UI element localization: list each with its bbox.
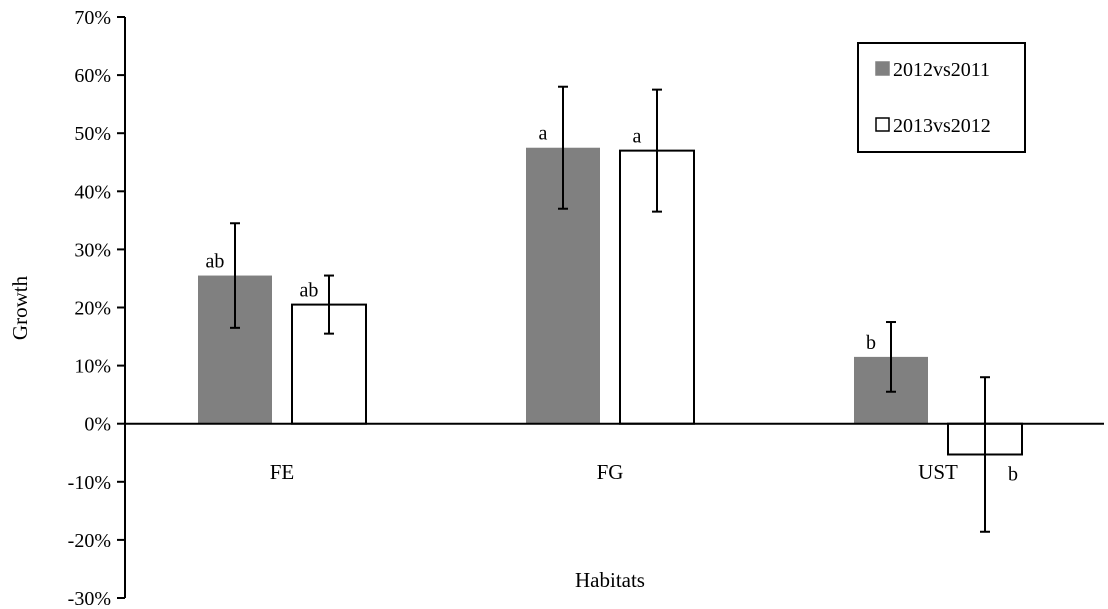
significance-label: ab xyxy=(300,280,319,302)
category-label-UST: UST xyxy=(918,460,958,484)
legend-swatch-2013vs2012 xyxy=(875,117,890,132)
y-tick-label: 10% xyxy=(74,356,111,378)
error-bars-layer xyxy=(230,85,990,533)
legend-label-2012vs2011: 2012vs2011 xyxy=(893,59,990,81)
y-tick-label: 20% xyxy=(74,298,111,320)
y-tick-label: 40% xyxy=(74,181,111,203)
y-tick-label: -30% xyxy=(68,588,111,609)
y-tick-label: -10% xyxy=(68,472,111,494)
category-label-FG: FG xyxy=(597,460,624,484)
bars-layer xyxy=(198,147,1023,456)
legend-label-2013vs2012: 2013vs2012 xyxy=(893,115,991,137)
y-tick-label: 50% xyxy=(74,123,111,145)
axes-layer xyxy=(124,17,1104,598)
legend: 2012vs2011 2013vs2012 xyxy=(857,42,1026,153)
y-tick-label: 70% xyxy=(74,7,111,29)
y-tick-label: -20% xyxy=(68,530,111,552)
y-tick-label: 0% xyxy=(84,414,111,436)
category-label-FE: FE xyxy=(270,460,295,484)
significance-label: b xyxy=(866,332,876,354)
y-tick-label: 60% xyxy=(74,65,111,87)
y-axis-title: Growth xyxy=(8,275,32,340)
significance-label: a xyxy=(539,123,548,145)
significance-label: ab xyxy=(206,251,225,273)
y-axis-ticks: 70% 60% 50% 40% 30% 20% 10% 0% -10% -20% -30% xyxy=(68,7,125,609)
y-tick-label: 30% xyxy=(74,239,111,261)
legend-box xyxy=(857,42,1026,153)
category-labels-layer: FE FG UST xyxy=(270,460,958,484)
significance-label: a xyxy=(633,126,642,148)
significance-label: b xyxy=(1008,463,1018,485)
legend-swatch-2012vs2011 xyxy=(875,61,890,76)
x-axis-title: Habitats xyxy=(575,568,645,592)
